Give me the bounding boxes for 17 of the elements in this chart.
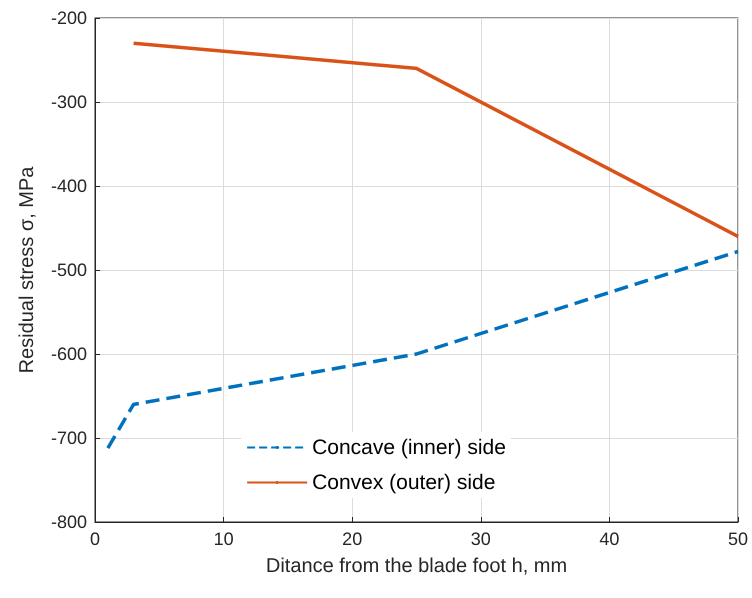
legend-label: Convex (outer) side bbox=[312, 471, 496, 494]
x-tick-label: 10 bbox=[214, 529, 234, 549]
legend-label: Concave (inner) side bbox=[312, 436, 506, 459]
y-axis-title: Residual stress σ, MPa bbox=[16, 166, 38, 374]
y-tick-label: -300 bbox=[50, 92, 87, 112]
x-tick-label: 30 bbox=[470, 529, 491, 549]
y-tick-label: -500 bbox=[50, 260, 87, 280]
y-tick-label: -600 bbox=[50, 344, 87, 364]
y-tick-label: -400 bbox=[50, 176, 87, 196]
y-tick-label: -200 bbox=[50, 8, 87, 28]
y-tick-label: -700 bbox=[50, 428, 87, 448]
x-axis-title: Ditance from the blade foot h, mm bbox=[266, 555, 568, 577]
x-tick-label: 40 bbox=[599, 529, 620, 549]
y-tick-label: -800 bbox=[50, 512, 87, 532]
x-tick-label: 20 bbox=[342, 529, 362, 549]
x-tick-label: 0 bbox=[90, 529, 100, 549]
x-tick-label: 50 bbox=[728, 529, 748, 549]
